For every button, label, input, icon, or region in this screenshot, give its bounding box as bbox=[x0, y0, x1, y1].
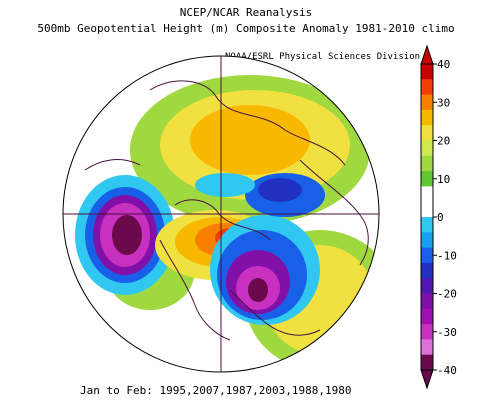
colorbar-segment bbox=[421, 94, 433, 111]
colorbar-segment bbox=[421, 308, 433, 325]
colorbar-tick-label: 0 bbox=[437, 211, 444, 224]
colorbar-segment bbox=[421, 125, 433, 141]
colorbar-tick-label: -10 bbox=[437, 249, 457, 262]
colorbar-segment bbox=[421, 278, 433, 294]
colorbar-tick-label: -30 bbox=[437, 326, 457, 339]
colorbar-tick-label: 20 bbox=[437, 135, 450, 148]
colorbar-tick-label: -20 bbox=[437, 288, 457, 301]
colorbar-segment bbox=[421, 140, 433, 157]
colorbar-segment bbox=[421, 171, 433, 187]
colorbar-arrow-top bbox=[420, 44, 434, 65]
colorbar-segment bbox=[421, 64, 433, 80]
colorbar-tick-label: 30 bbox=[437, 96, 450, 109]
colorbar-tick-label: -40 bbox=[437, 364, 457, 377]
colorbar-segment bbox=[421, 354, 433, 371]
colorbar-segment bbox=[421, 339, 433, 356]
colorbar-segment bbox=[421, 247, 433, 264]
title-line-1: NCEP/NCAR Reanalysis bbox=[179, 6, 313, 19]
colorbar-segment bbox=[421, 155, 433, 172]
colorbar-segment bbox=[421, 262, 433, 279]
title-line-2: 500mb Geopotential Height (m) Composite … bbox=[37, 22, 455, 35]
colorbar-segment bbox=[421, 293, 433, 310]
colorbar-segment bbox=[421, 217, 433, 233]
colorbar-segment bbox=[421, 232, 433, 249]
colorbar-segment bbox=[421, 324, 433, 340]
colorbar-segment bbox=[421, 201, 433, 218]
credit-label: NOAA/ESRL Physical Sciences Division bbox=[225, 52, 421, 62]
colorbar-arrow-bottom bbox=[420, 369, 434, 390]
colorbar-segment bbox=[421, 79, 433, 96]
colorbar-segment bbox=[421, 186, 433, 203]
footer-dates: Jan to Feb: 1995,2007,1987,2003,1988,198… bbox=[80, 384, 352, 397]
colorbar-tick-label: 10 bbox=[437, 173, 450, 186]
colorbar-tick-label: 40 bbox=[437, 58, 450, 71]
coastlines bbox=[84, 80, 369, 341]
colorbar-segment bbox=[421, 109, 433, 126]
